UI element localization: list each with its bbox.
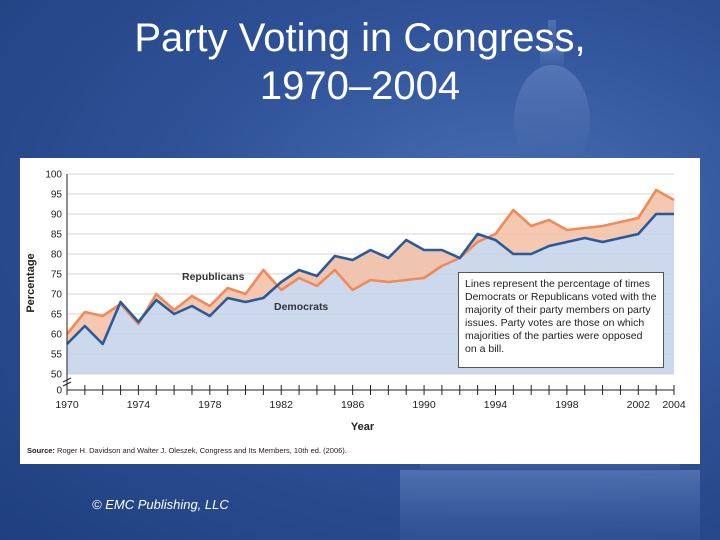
y-tick-label: 75 [51, 270, 63, 281]
y-tick-label: 85 [51, 230, 63, 241]
republicans-series-label: Republicans [182, 271, 245, 283]
title-line-1: Party Voting in Congress, [134, 16, 586, 60]
democrats-series-label: Democrats [274, 301, 328, 313]
republicans-line [65, 188, 675, 335]
x-tick-label: 1970 [55, 399, 79, 411]
chart-source: Source: Roger H. Davidson and Walter J. … [27, 446, 347, 455]
x-tick-label: 1990 [412, 399, 436, 411]
y-axis-break [62, 377, 72, 387]
chart-panel: 0 50 55 60 65 70 75 80 85 90 95 100 1970 1974 1978 1982… [20, 158, 700, 464]
y-tick-label: 80 [51, 250, 63, 261]
chart-note-text: Lines represent the percentage of times … [465, 278, 657, 355]
source-text: Roger H. Davidson and Walter J. Oleszek,… [57, 446, 347, 455]
x-tick-label: 1982 [270, 399, 294, 411]
x-tick-label: 1978 [198, 399, 222, 411]
y-tick-label: 0 [56, 386, 62, 397]
y-axis-title: Percentage [25, 253, 37, 312]
democrats-line [66, 212, 674, 346]
x-tick-label: 1974 [127, 399, 151, 411]
y-tick-label: 100 [45, 170, 62, 181]
y-tick-label: 55 [51, 350, 63, 361]
y-tick-label: 95 [51, 190, 63, 201]
x-tick-label: 1994 [484, 399, 508, 411]
x-tick-label: 2004 [662, 399, 686, 411]
x-tick-label: 1998 [555, 399, 579, 411]
y-tick-label: 65 [51, 310, 63, 321]
x-tick-label: 2002 [627, 399, 651, 411]
y-tick-label: 60 [51, 330, 63, 341]
copyright-footer: © EMC Publishing, LLC [92, 497, 229, 512]
x-tick-label: 1986 [341, 399, 365, 411]
y-tick-label: 90 [51, 210, 63, 221]
y-tick-label: 50 [51, 370, 63, 381]
x-axis-title: Year [351, 421, 375, 433]
title-line-2: 1970–2004 [259, 64, 461, 108]
slide-title: Party Voting in Congress, 1970–2004 [0, 14, 720, 110]
chart-note-box: Lines represent the percentage of times … [458, 272, 664, 368]
y-tick-label: 70 [51, 290, 63, 301]
source-prefix: Source: [27, 446, 55, 455]
